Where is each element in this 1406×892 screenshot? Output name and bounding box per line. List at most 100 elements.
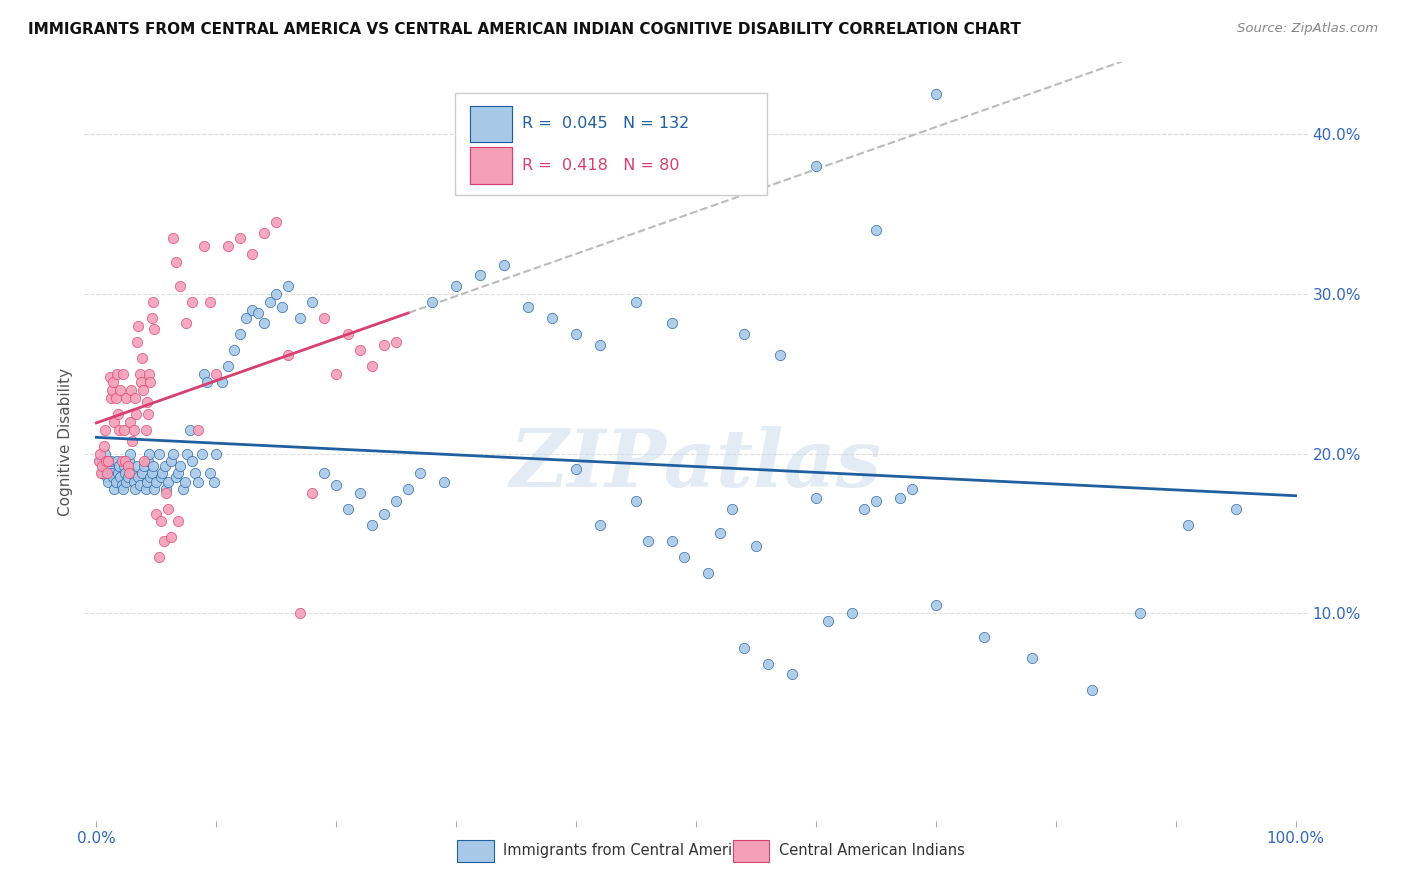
Point — [314, 466, 336, 480]
Point — [589, 338, 612, 352]
Point — [709, 526, 731, 541]
Point — [150, 466, 173, 480]
Point — [264, 286, 287, 301]
Point — [97, 475, 120, 490]
Text: Immigrants from Central America: Immigrants from Central America — [503, 844, 749, 858]
Point — [253, 226, 276, 240]
Text: R =  0.418   N = 80: R = 0.418 N = 80 — [522, 158, 679, 173]
Point — [637, 534, 659, 549]
Point — [121, 434, 143, 448]
Point — [804, 159, 827, 173]
Point — [159, 529, 181, 543]
FancyBboxPatch shape — [470, 105, 513, 142]
Point — [96, 470, 118, 484]
Point — [253, 316, 276, 330]
Point — [865, 223, 887, 237]
Point — [901, 482, 924, 496]
Point — [517, 300, 540, 314]
Point — [361, 518, 384, 533]
Point — [98, 370, 121, 384]
Text: IMMIGRANTS FROM CENTRAL AMERICA VS CENTRAL AMERICAN INDIAN COGNITIVE DISABILITY : IMMIGRANTS FROM CENTRAL AMERICA VS CENTR… — [28, 22, 1021, 37]
Point — [165, 470, 187, 484]
Point — [494, 258, 516, 272]
FancyBboxPatch shape — [456, 93, 766, 195]
Point — [1177, 518, 1199, 533]
Point — [264, 215, 287, 229]
Point — [87, 454, 110, 468]
Point — [301, 294, 323, 309]
Point — [229, 326, 252, 341]
Point — [179, 423, 201, 437]
Point — [114, 466, 136, 480]
Point — [541, 310, 564, 325]
Point — [101, 466, 124, 480]
Point — [142, 482, 165, 496]
Point — [124, 482, 146, 496]
Point — [118, 454, 141, 468]
Point — [122, 475, 145, 490]
Point — [193, 367, 215, 381]
Point — [202, 475, 225, 490]
Point — [420, 294, 443, 309]
Point — [117, 459, 139, 474]
Point — [697, 566, 720, 581]
Point — [138, 446, 160, 460]
Point — [125, 407, 148, 421]
Point — [136, 454, 159, 468]
Point — [624, 294, 647, 309]
Point — [167, 466, 190, 480]
Point — [187, 475, 209, 490]
Point — [385, 334, 408, 349]
Text: R =  0.045   N = 132: R = 0.045 N = 132 — [522, 116, 689, 131]
Point — [661, 534, 683, 549]
Point — [624, 494, 647, 508]
Point — [565, 462, 588, 476]
Point — [98, 462, 121, 476]
Point — [110, 470, 132, 484]
Point — [259, 294, 281, 309]
Point — [103, 415, 125, 429]
Point — [91, 459, 114, 474]
Point — [111, 367, 134, 381]
Point — [101, 375, 124, 389]
Text: ZIPatlas: ZIPatlas — [510, 425, 882, 503]
Point — [120, 383, 142, 397]
Point — [131, 466, 153, 480]
Point — [205, 446, 228, 460]
Point — [217, 359, 239, 373]
Point — [110, 478, 132, 492]
Point — [589, 518, 612, 533]
Point — [277, 347, 299, 361]
Point — [247, 306, 270, 320]
Point — [124, 391, 146, 405]
Point — [118, 446, 141, 460]
Point — [110, 383, 132, 397]
Point — [661, 316, 683, 330]
Point — [112, 423, 135, 437]
Point — [89, 446, 111, 460]
Point — [108, 459, 131, 474]
Point — [103, 482, 125, 496]
Point — [349, 343, 371, 357]
Point — [132, 383, 155, 397]
Point — [444, 279, 467, 293]
Point — [138, 367, 160, 381]
Point — [769, 347, 792, 361]
Point — [127, 459, 149, 474]
Point — [925, 87, 948, 102]
Point — [162, 446, 184, 460]
Point — [277, 279, 299, 293]
Point — [373, 507, 395, 521]
Point — [181, 454, 204, 468]
Point — [134, 454, 156, 468]
Point — [200, 294, 222, 309]
Point — [155, 482, 177, 496]
Point — [152, 534, 174, 549]
Point — [235, 310, 257, 325]
Point — [100, 391, 122, 405]
Point — [128, 478, 150, 492]
FancyBboxPatch shape — [733, 839, 769, 863]
Point — [94, 459, 117, 474]
Point — [337, 326, 360, 341]
Point — [135, 423, 157, 437]
